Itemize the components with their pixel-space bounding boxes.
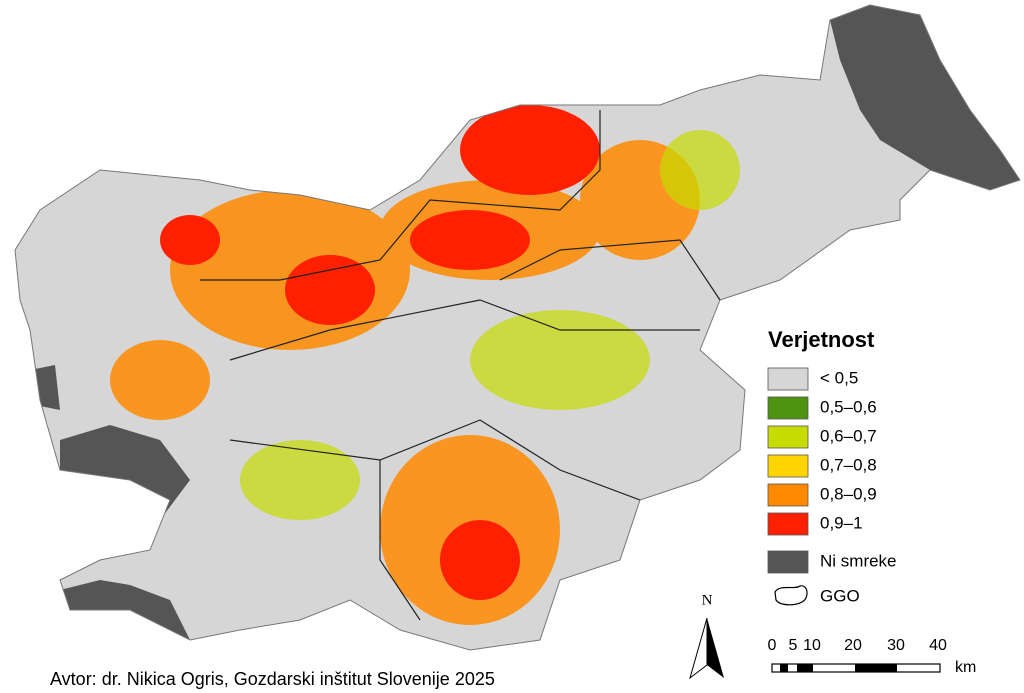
country-border xyxy=(14,4,1021,651)
scale-unit: km xyxy=(955,659,976,676)
scale-label: 5 xyxy=(789,637,798,654)
legend-swatch xyxy=(767,550,809,574)
legend-label: 0,5–0,6 xyxy=(820,397,877,416)
legend-swatch xyxy=(767,396,809,420)
legend: < 0,5 0,5–0,6 0,6–0,7 0,7–0,8 0,8–0,9 0,9–1 Ni… xyxy=(767,367,897,574)
legend-label: < 0,5 xyxy=(820,368,858,387)
scale-label: 10 xyxy=(803,637,821,654)
scale-label: 40 xyxy=(929,637,947,654)
legend-swatch xyxy=(767,454,809,478)
credit: Avtor: dr. Nikica Ogris, Gozdarski inšti… xyxy=(50,669,495,689)
moderate-risk-zone xyxy=(240,130,740,520)
legend-title: Verjetnost xyxy=(768,327,875,352)
legend-swatch xyxy=(767,483,809,507)
very-high-risk-zone xyxy=(160,105,600,600)
north-arrow-right xyxy=(707,618,724,678)
ggo-boundaries xyxy=(200,110,721,621)
legend-label: 0,8–0,9 xyxy=(820,484,877,503)
scale-label: 30 xyxy=(887,637,905,654)
scale-label: 20 xyxy=(844,637,862,654)
north-arrow-left xyxy=(689,617,708,680)
legend-swatch xyxy=(767,512,809,536)
legend-label: 0,6–0,7 xyxy=(820,426,877,445)
legend-label: GGO xyxy=(820,586,860,605)
north-label: N xyxy=(702,592,713,608)
legend-swatch xyxy=(767,367,809,391)
legend-label: 0,7–0,8 xyxy=(820,455,877,474)
legend-swatch xyxy=(767,425,809,449)
scale-label: 0 xyxy=(768,637,777,654)
scale-bar: 0 5 10 20 30 40 xyxy=(768,637,947,673)
ggo-legend-symbol xyxy=(774,585,808,606)
legend-label: 0,9–1 xyxy=(820,513,863,532)
legend-label: Ni smreke xyxy=(820,551,897,570)
